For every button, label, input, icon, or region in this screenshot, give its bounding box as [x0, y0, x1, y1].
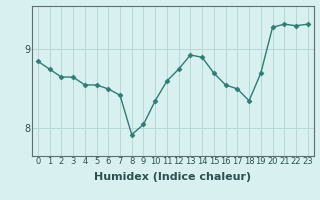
X-axis label: Humidex (Indice chaleur): Humidex (Indice chaleur)	[94, 172, 252, 182]
